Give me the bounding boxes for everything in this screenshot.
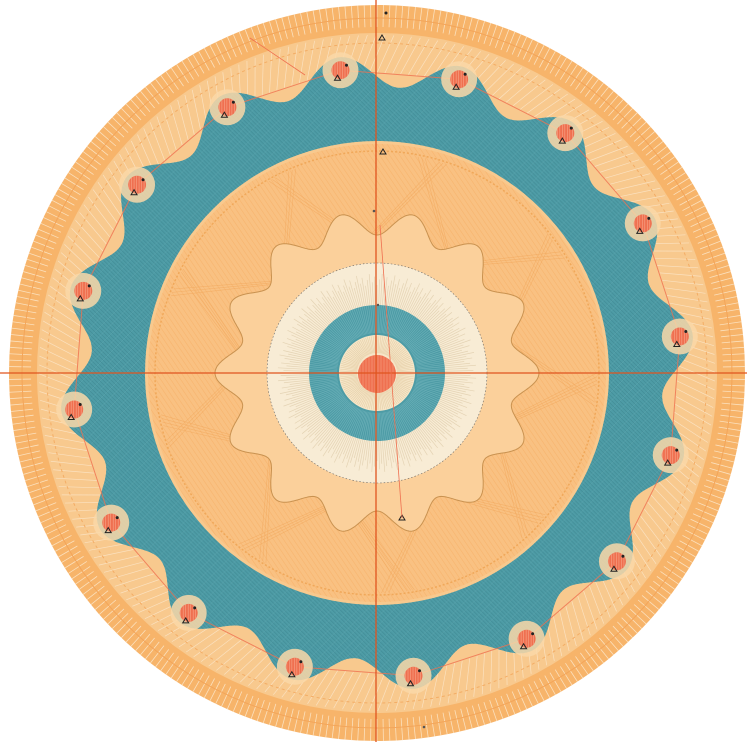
node-hatch — [634, 214, 651, 233]
node-marker-dot — [531, 632, 535, 636]
node-hatch — [65, 400, 82, 419]
axis-dot-marker — [372, 209, 376, 213]
node-hatch — [128, 175, 145, 194]
node-hatch — [608, 552, 625, 571]
node-hatch — [405, 666, 421, 685]
node-triangle-marker — [333, 74, 342, 81]
node-marker-dot — [418, 669, 422, 673]
axis-triangle-marker — [379, 148, 387, 155]
node-triangle-marker — [635, 227, 644, 234]
node-triangle-marker — [76, 294, 85, 302]
node-triangle-marker — [104, 526, 113, 534]
node-marker-dot — [684, 329, 688, 333]
node-marker-dot — [621, 554, 625, 558]
coral-hatch-line — [359, 355, 394, 393]
node-marker-dot — [344, 63, 348, 67]
node-triangle-marker — [406, 679, 415, 687]
node-triangle-marker — [558, 137, 567, 144]
center-coral-dot — [358, 355, 396, 393]
node-hatch — [74, 281, 91, 300]
node-hatch — [102, 513, 119, 532]
node-marker-dot — [78, 403, 82, 407]
node-triangle-marker — [287, 670, 296, 678]
node-marker-dot — [87, 284, 91, 288]
node-marker-dot — [231, 100, 235, 104]
node-marker-dot — [299, 660, 303, 664]
node-triangle-marker — [130, 188, 138, 196]
node-marker-dot — [141, 178, 145, 182]
node-triangle-marker — [672, 340, 681, 347]
node-hatch — [662, 446, 679, 465]
node-marker-dot — [675, 448, 679, 452]
node-hatch — [450, 70, 467, 89]
stray-connector-line — [379, 224, 403, 519]
node-triangle-marker — [610, 565, 618, 572]
axis-triangle-marker — [378, 34, 386, 41]
axis-markers — [249, 11, 426, 729]
node-marker-dot — [569, 126, 573, 130]
node-hatch — [518, 629, 534, 648]
node-triangle-marker — [452, 83, 461, 90]
node-marker-dot — [463, 72, 467, 76]
center-coral-hatch — [359, 355, 394, 393]
node-triangle-marker — [519, 642, 528, 650]
axis-dot-marker — [422, 725, 426, 729]
stray-connector-line — [249, 37, 306, 76]
axis-dot-marker — [376, 303, 380, 307]
node-marker-dot — [115, 516, 119, 520]
axis-triangle-marker — [398, 514, 406, 521]
node-hatch — [180, 603, 197, 622]
node-marker-dot — [193, 606, 197, 610]
node-marker-dot — [647, 216, 651, 220]
node-triangle-marker — [181, 616, 190, 624]
node-hatch — [286, 657, 303, 676]
node-triangle-marker — [67, 413, 76, 421]
node-hatch — [556, 124, 573, 143]
axis-dot-marker — [384, 11, 388, 15]
node-triangle-marker — [663, 459, 672, 466]
ring-nodes — [56, 52, 698, 694]
node-hatch — [332, 61, 348, 80]
node-hatch — [671, 327, 688, 346]
node-triangle-marker — [220, 111, 229, 118]
node-hatch — [219, 98, 235, 117]
